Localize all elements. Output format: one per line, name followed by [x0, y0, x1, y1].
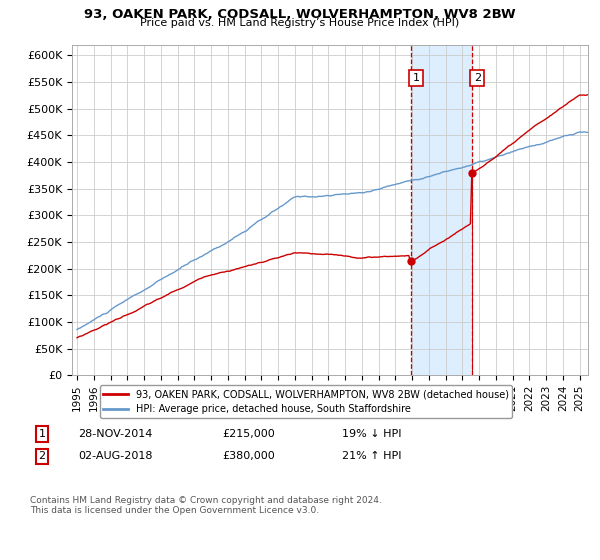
Text: £380,000: £380,000 [222, 451, 275, 461]
Text: 2: 2 [474, 73, 481, 83]
Legend: 93, OAKEN PARK, CODSALL, WOLVERHAMPTON, WV8 2BW (detached house), HPI: Average p: 93, OAKEN PARK, CODSALL, WOLVERHAMPTON, … [100, 385, 512, 418]
Text: Contains HM Land Registry data © Crown copyright and database right 2024.
This d: Contains HM Land Registry data © Crown c… [30, 496, 382, 515]
Text: £215,000: £215,000 [222, 429, 275, 439]
Text: 1: 1 [38, 429, 46, 439]
Text: 2: 2 [38, 451, 46, 461]
Text: 28-NOV-2014: 28-NOV-2014 [78, 429, 152, 439]
Text: 02-AUG-2018: 02-AUG-2018 [78, 451, 152, 461]
Text: 21% ↑ HPI: 21% ↑ HPI [342, 451, 401, 461]
Text: Price paid vs. HM Land Registry’s House Price Index (HPI): Price paid vs. HM Land Registry’s House … [140, 18, 460, 29]
Text: 93, OAKEN PARK, CODSALL, WOLVERHAMPTON, WV8 2BW: 93, OAKEN PARK, CODSALL, WOLVERHAMPTON, … [84, 8, 516, 21]
Bar [410, 45, 472, 375]
Text: 19% ↓ HPI: 19% ↓ HPI [342, 429, 401, 439]
Text: 1: 1 [412, 73, 419, 83]
